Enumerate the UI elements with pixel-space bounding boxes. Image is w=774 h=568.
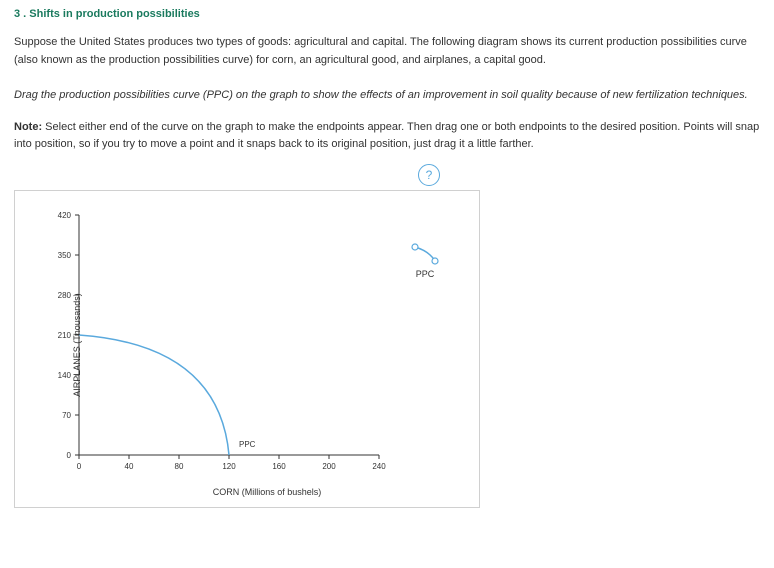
legend-ppc-icon: [411, 243, 439, 265]
svg-text:70: 70: [62, 411, 71, 420]
section-heading: Shifts in production possibilities: [29, 8, 200, 20]
svg-text:200: 200: [322, 462, 336, 471]
section-title: 3 . Shifts in production possibilities: [14, 8, 760, 20]
svg-text:80: 80: [175, 462, 184, 471]
help-icon: ?: [426, 168, 433, 182]
svg-text:0: 0: [77, 462, 82, 471]
svg-text:350: 350: [58, 251, 72, 260]
x-ticks: 0 40 80 120 160 200 240: [77, 455, 386, 471]
svg-text:120: 120: [222, 462, 236, 471]
svg-text:140: 140: [58, 371, 72, 380]
ppc-curve-label: PPC: [239, 440, 256, 449]
note-label: Note:: [14, 121, 42, 133]
svg-text:240: 240: [372, 462, 386, 471]
x-axis-label: CORN (Millions of bushels): [69, 487, 465, 497]
intro-paragraph: Suppose the United States produces two t…: [14, 34, 760, 69]
svg-text:210: 210: [58, 331, 72, 340]
help-button[interactable]: ?: [418, 164, 440, 186]
svg-text:40: 40: [125, 462, 134, 471]
y-axis-label: AIRPLANES (Thousands): [72, 293, 82, 397]
svg-text:280: 280: [58, 291, 72, 300]
ppc-curve[interactable]: [79, 335, 229, 455]
note-paragraph: Note: Select either end of the curve on …: [14, 119, 760, 154]
chart-frame: AIRPLANES (Thousands) 0: [14, 190, 480, 508]
legend[interactable]: PPC: [411, 243, 439, 279]
chart-area[interactable]: AIRPLANES (Thousands) 0: [29, 205, 469, 485]
svg-text:160: 160: [272, 462, 286, 471]
note-body: Select either end of the curve on the gr…: [14, 121, 759, 151]
legend-ppc-label: PPC: [416, 269, 435, 279]
instruction-paragraph: Drag the production possibilities curve …: [14, 87, 760, 105]
chart-svg: 0 70 140 210 280 350 420: [29, 205, 469, 485]
svg-text:0: 0: [67, 451, 72, 460]
section-number: 3: [14, 8, 20, 20]
svg-text:420: 420: [58, 211, 72, 220]
